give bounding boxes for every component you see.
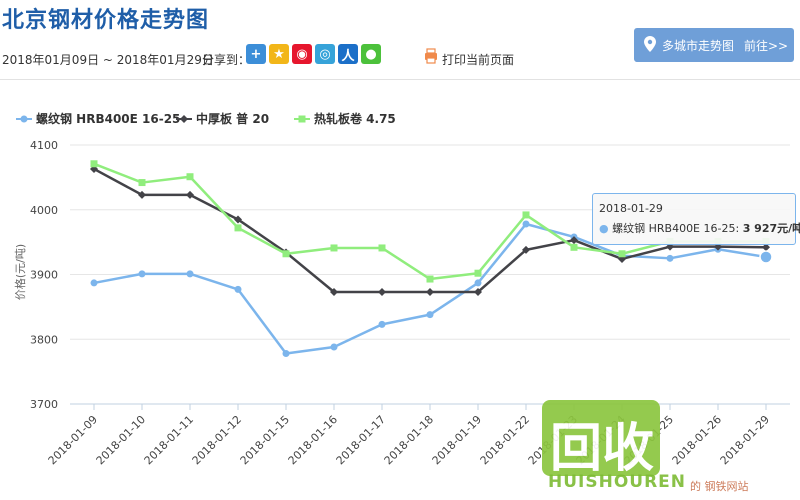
- location-pin-icon: [644, 36, 656, 52]
- x-axis: 2018-01-092018-01-102018-01-112018-01-12…: [46, 404, 772, 467]
- wechat-icon[interactable]: ●: [361, 44, 381, 64]
- data-point: [186, 173, 194, 181]
- page-title: 北京钢材价格走势图: [2, 8, 210, 33]
- data-point: [522, 211, 530, 219]
- x-tick-label: 2018-01-12: [190, 413, 244, 467]
- data-point: [330, 244, 338, 252]
- x-tick-label: 2018-01-19: [430, 413, 484, 467]
- tooltip-series: 螺纹钢 HRB400E 16-25: [612, 222, 736, 235]
- y-tick-label: 3900: [30, 269, 58, 282]
- x-tick-label: 2018-01-10: [94, 413, 148, 467]
- legend-label: 热轧板卷 4.75: [314, 111, 396, 126]
- date-range: 2018年01月09日 ~ 2018年01月29日: [2, 53, 214, 67]
- renren-icon[interactable]: 人: [338, 44, 358, 64]
- x-tick-label: 2018-01-17: [334, 413, 388, 467]
- x-tick-label: 2018-01-18: [382, 413, 436, 467]
- tooltip-dot: ●: [599, 222, 609, 235]
- data-point: [90, 160, 98, 168]
- data-point: [522, 220, 530, 228]
- x-tick-label: 2018-01-09: [46, 413, 100, 467]
- y-axis: 3700 3800 3900 4000 4100: [30, 139, 58, 411]
- multi-city-trend-label: 多城市走势图: [662, 39, 735, 53]
- go-link[interactable]: 前往>>: [744, 39, 789, 53]
- tooltip: 2018-01-29 ● 螺纹钢 HRB400E 16-25: 3 927元/吨: [592, 193, 800, 245]
- y-tick-label: 4000: [30, 204, 58, 217]
- watermark-logo-text: 回收: [550, 419, 655, 479]
- data-point: [138, 190, 146, 199]
- legend: 螺纹钢 HRB400E 16-25 中厚板 普 20 热轧板卷 4.75: [16, 111, 396, 126]
- data-point: [426, 287, 434, 296]
- data-point: [138, 179, 146, 187]
- y-axis-label: 价格(元/吨): [13, 244, 27, 300]
- data-point: [330, 287, 338, 296]
- qzone-icon[interactable]: ★: [269, 44, 289, 64]
- data-point: [618, 254, 626, 263]
- plus-icon[interactable]: +: [246, 44, 266, 64]
- print-link[interactable]: 打印当前页面: [442, 53, 515, 67]
- share-toolbar: + ★ ◉ ◎ 人 ●: [246, 44, 381, 64]
- x-tick-label: 2018-01-22: [478, 413, 532, 467]
- data-point: [474, 279, 482, 287]
- data-point: [570, 243, 578, 251]
- tencent-weibo-icon[interactable]: ◎: [315, 44, 335, 64]
- legend-marker: [298, 115, 306, 123]
- data-point: [234, 215, 242, 224]
- data-point: [186, 270, 194, 278]
- tooltip-value: 3 927元/吨: [742, 222, 800, 235]
- data-point: [282, 349, 290, 357]
- data-point: [618, 250, 626, 258]
- tooltip-line: ● 螺纹钢 HRB400E 16-25: 3 927元/吨: [599, 220, 800, 236]
- data-point: [570, 236, 578, 245]
- share-label: 分享到：: [202, 53, 251, 67]
- x-tick-label: 2018-01-29: [718, 413, 772, 467]
- highlight-point: [759, 250, 773, 264]
- data-point: [426, 311, 434, 319]
- weibo-icon[interactable]: ◉: [292, 44, 312, 64]
- y-tick-label: 4100: [30, 139, 58, 152]
- legend-label: 中厚板 普 20: [196, 111, 269, 126]
- x-tick-label: 2018-01-11: [142, 413, 196, 467]
- legend-label: 螺纹钢 HRB400E 16-25: [36, 111, 180, 126]
- watermark-logo: 回收: [542, 400, 660, 479]
- data-point: [378, 320, 386, 328]
- data-point: [234, 285, 242, 293]
- x-tick-label: 2018-01-16: [286, 413, 340, 467]
- y-tick-label: 3800: [30, 333, 58, 346]
- series-layer: [90, 160, 773, 357]
- header-divider: [0, 79, 800, 80]
- watermark-brand: HUISHOUREN: [548, 472, 687, 492]
- data-point: [426, 275, 434, 283]
- x-tick-label: 2018-01-26: [670, 413, 724, 467]
- watermark-site-text: 的 钢铁网站: [690, 480, 749, 493]
- data-point: [474, 269, 482, 277]
- legend-marker: [20, 115, 28, 123]
- data-point: [282, 250, 290, 258]
- data-point: [666, 254, 674, 262]
- printer-icon[interactable]: [424, 48, 438, 64]
- data-point: [522, 245, 530, 254]
- data-point: [330, 343, 338, 351]
- data-point: [474, 287, 482, 296]
- x-tick-label: 2018-01-15: [238, 413, 292, 467]
- data-point: [90, 279, 98, 287]
- data-point: [762, 243, 770, 252]
- data-point: [138, 270, 146, 278]
- multi-city-trend-button[interactable]: 多城市走势图 前往>>: [634, 28, 794, 62]
- tooltip-date: 2018-01-29: [599, 202, 663, 215]
- data-point: [234, 224, 242, 232]
- data-point: [378, 244, 386, 252]
- data-point: [186, 190, 194, 199]
- data-point: [378, 287, 386, 296]
- legend-marker: [180, 115, 188, 123]
- y-tick-label: 3700: [30, 398, 58, 411]
